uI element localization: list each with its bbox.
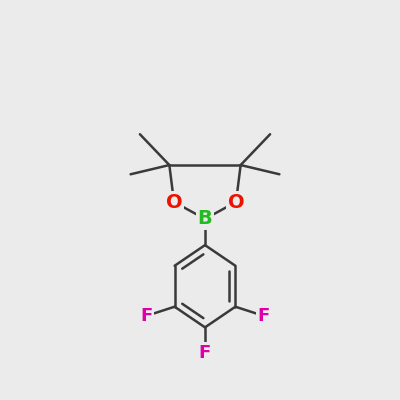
Text: F: F	[140, 307, 152, 325]
Text: B: B	[198, 210, 212, 228]
Text: F: F	[258, 307, 270, 325]
Text: O: O	[166, 192, 182, 212]
Text: O: O	[228, 192, 244, 212]
Text: F: F	[199, 344, 211, 362]
